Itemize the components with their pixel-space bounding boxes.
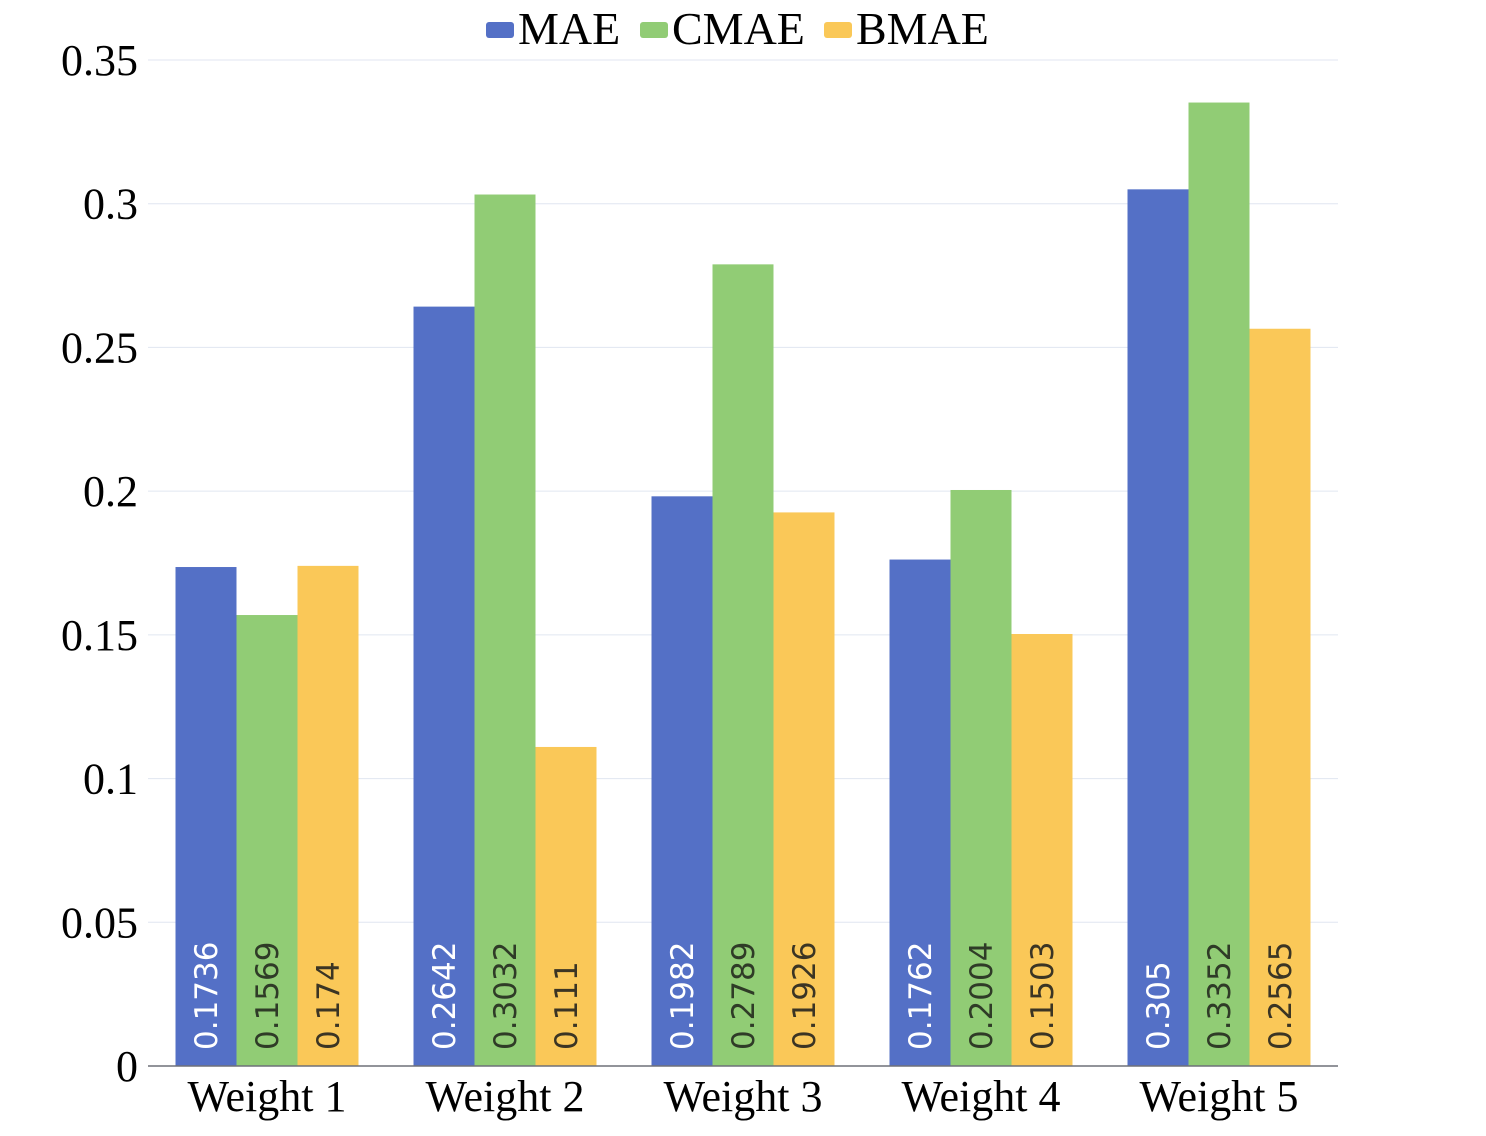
legend-label: BMAE <box>856 3 989 54</box>
data-label-bmae-5: 0.2565 <box>1263 942 1299 1050</box>
bar-mae-3 <box>651 496 713 1067</box>
legend-item-mae[interactable]: MAE <box>486 3 620 54</box>
bar-bmae-1 <box>297 565 359 1066</box>
y-tick-label: 0.05 <box>61 898 138 947</box>
y-tick-label: 0.35 <box>61 36 138 85</box>
data-label-mae-1: 0.1736 <box>189 942 225 1050</box>
data-label-mae-4: 0.1762 <box>903 942 939 1050</box>
y-tick-label: 0.25 <box>61 323 138 372</box>
legend-swatch <box>486 22 514 38</box>
legend[interactable]: MAE CMAE BMAE <box>486 3 989 54</box>
legend-item-cmae[interactable]: CMAE <box>640 3 805 54</box>
x-tick-label: Weight 5 <box>1140 1072 1299 1121</box>
bar-mae-1 <box>175 567 237 1066</box>
bar-mae-5 <box>1127 189 1189 1067</box>
bar-bmae-4 <box>1011 633 1073 1066</box>
data-label-mae-5: 0.305 <box>1141 961 1177 1050</box>
bars <box>175 102 1311 1067</box>
legend-label: MAE <box>518 3 620 54</box>
legend-swatch <box>640 22 668 38</box>
data-label-bmae-2: 0.111 <box>549 961 585 1050</box>
data-label-cmae-4: 0.2004 <box>964 942 1000 1050</box>
x-tick-label: Weight 3 <box>664 1072 823 1121</box>
y-tick-label: 0 <box>116 1042 138 1091</box>
data-label-cmae-3: 0.2789 <box>726 942 762 1050</box>
data-label-bmae-4: 0.1503 <box>1025 942 1061 1050</box>
bar-cmae-4 <box>950 489 1012 1066</box>
x-tick-label: Weight 2 <box>426 1072 585 1121</box>
data-label-cmae-1: 0.1569 <box>250 942 286 1050</box>
data-label-mae-2: 0.2642 <box>427 942 463 1050</box>
bar-cmae-1 <box>236 615 298 1066</box>
x-tick-label: Weight 1 <box>188 1072 347 1121</box>
x-tick-label: Weight 4 <box>902 1072 1061 1121</box>
bar-cmae-5 <box>1188 102 1250 1066</box>
data-label-bmae-1: 0.174 <box>311 961 347 1050</box>
y-tick-label: 0.15 <box>61 611 138 660</box>
bar-mae-2 <box>413 306 475 1066</box>
bar-bmae-5 <box>1249 328 1311 1066</box>
y-tick-label: 0.2 <box>83 467 138 516</box>
data-labels: 0.1736 0.1569 0.174 0.2642 0.3032 0.111 0.1982… <box>189 942 1299 1050</box>
bar-cmae-3 <box>712 264 774 1067</box>
bar-mae-4 <box>889 559 951 1066</box>
bar-bmae-2 <box>535 746 597 1066</box>
legend-label: CMAE <box>672 3 805 54</box>
bar-bmae-3 <box>773 512 835 1066</box>
x-axis-labels: Weight 1 Weight 2 Weight 3 Weight 4 Weight 5 <box>188 1072 1299 1121</box>
legend-item-bmae[interactable]: BMAE <box>824 3 989 54</box>
y-axis-ticks: 0 0.05 0.1 0.15 0.2 0.25 0.3 0.35 <box>61 36 138 1091</box>
bar-cmae-2 <box>474 194 536 1066</box>
y-tick-label: 0.3 <box>83 180 138 229</box>
y-tick-label: 0.1 <box>83 755 138 804</box>
legend-swatch <box>824 22 852 38</box>
data-label-mae-3: 0.1982 <box>665 942 701 1050</box>
data-label-cmae-2: 0.3032 <box>488 942 524 1050</box>
data-label-bmae-3: 0.1926 <box>787 942 823 1050</box>
data-label-cmae-5: 0.3352 <box>1202 942 1238 1050</box>
